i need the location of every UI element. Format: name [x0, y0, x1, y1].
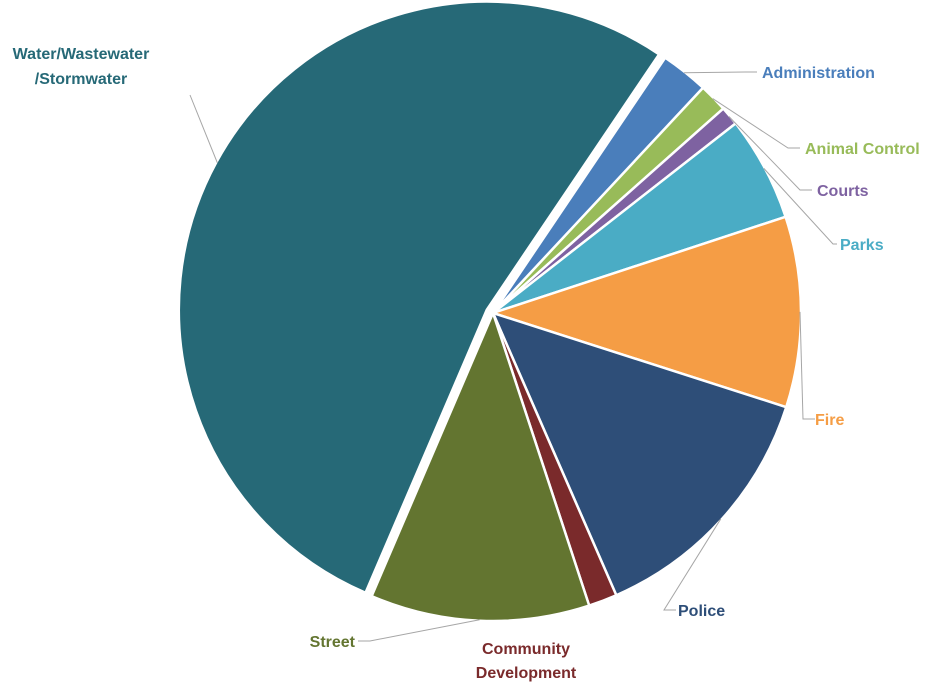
- slice-label-line: Street: [310, 634, 356, 651]
- slice-label-animal-control: Animal Control: [805, 141, 920, 158]
- slice-label-community-development: Community Development: [476, 641, 577, 682]
- slice-label-water-wastewater-stormwater: Water/Wastewater/Stormwater: [13, 46, 150, 88]
- leader-line-courts: [728, 116, 812, 191]
- slice-label-fire: Fire: [815, 412, 844, 429]
- slice-label-line: Community: [482, 641, 570, 658]
- slice-labels: Administration Animal Control Courts Parks F…: [13, 46, 920, 682]
- slice-label-line: Courts: [817, 183, 869, 200]
- pie-slice-water-wastewater-stormwater: [177, 0, 661, 594]
- slice-label-line: Fire: [815, 412, 844, 429]
- slice-label-parks: Parks: [840, 237, 884, 254]
- leader-line-water-wastewater-stormwater: [189, 94, 218, 163]
- leader-line-administration: [684, 71, 757, 74]
- leader-line-fire: [799, 311, 815, 420]
- slice-label-courts: Courts: [817, 183, 869, 200]
- slice-label-line: Development: [476, 665, 577, 682]
- slice-label-line: Police: [678, 603, 725, 620]
- slice-label-line: Parks: [840, 237, 884, 254]
- pie-slice-police: [491, 311, 788, 597]
- leader-line-street: [358, 619, 480, 642]
- leader-lines: [189, 71, 837, 642]
- pie-slices: [177, 0, 803, 623]
- pie-slice-street: [370, 311, 591, 623]
- slice-label-line: Water/Wastewater: [13, 46, 150, 63]
- pie-slice-fire: [491, 215, 803, 409]
- slice-label-line: /Stormwater: [35, 71, 127, 88]
- slice-label-administration: Administration: [762, 65, 875, 82]
- slice-label-line: Animal Control: [805, 141, 920, 158]
- leader-line-police: [663, 518, 722, 611]
- slice-label-line: Administration: [762, 65, 875, 82]
- slice-label-police: Police: [678, 603, 725, 620]
- leader-line-parks: [763, 168, 837, 245]
- slice-label-street: Street: [310, 634, 356, 651]
- leader-line-animal-control: [712, 98, 800, 149]
